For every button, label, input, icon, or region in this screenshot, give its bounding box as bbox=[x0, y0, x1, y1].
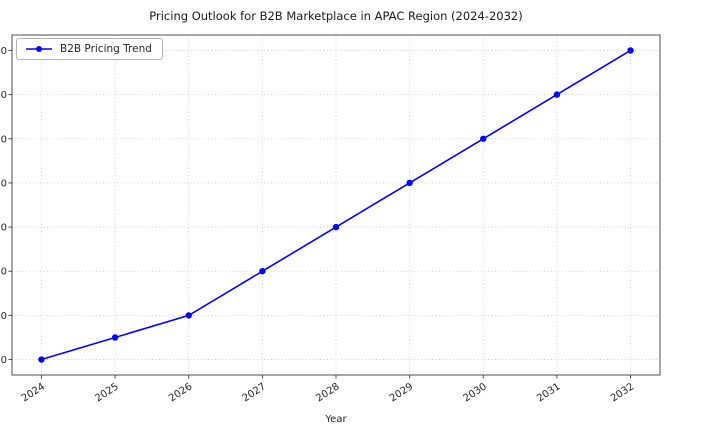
x-tick-label: 2030 bbox=[462, 381, 489, 404]
data-point bbox=[627, 47, 634, 54]
x-tick-label: 2032 bbox=[609, 381, 636, 404]
legend-label: B2B Pricing Trend bbox=[60, 43, 152, 55]
y-tick-label: 100 bbox=[0, 355, 7, 366]
data-point bbox=[553, 91, 561, 98]
data-point bbox=[259, 268, 266, 275]
trend-line bbox=[41, 49, 631, 361]
chart-title: Pricing Outlook for B2B Marketplace in A… bbox=[149, 9, 523, 23]
x-tick-label: 2029 bbox=[388, 381, 415, 404]
legend-line-icon bbox=[26, 46, 52, 52]
x-tick-label: 2024 bbox=[20, 381, 47, 404]
y-tick-label: 450 bbox=[0, 46, 7, 57]
y-tick-label: 200 bbox=[0, 267, 7, 278]
data-point bbox=[406, 179, 413, 187]
x-tick-label: 2025 bbox=[93, 381, 120, 404]
x-tick-label: 2026 bbox=[167, 381, 194, 404]
data-point bbox=[38, 356, 45, 363]
data-point bbox=[111, 334, 119, 341]
x-tick-label: 2028 bbox=[314, 381, 341, 404]
x-tick-label: 2031 bbox=[535, 381, 562, 404]
y-tick-label: 300 bbox=[0, 178, 7, 189]
y-tick-label: 400 bbox=[0, 90, 7, 101]
x-axis-label: Year bbox=[325, 414, 347, 425]
y-tick-label: 150 bbox=[0, 311, 7, 322]
data-point bbox=[332, 223, 340, 231]
y-tick-label: 350 bbox=[0, 134, 7, 145]
plot-border bbox=[11, 34, 661, 376]
data-point bbox=[480, 135, 487, 142]
legend: B2B Pricing Trend bbox=[16, 38, 163, 60]
data-point bbox=[185, 312, 192, 319]
y-tick-label: 250 bbox=[0, 223, 7, 234]
x-tick-label: 2027 bbox=[241, 381, 268, 404]
